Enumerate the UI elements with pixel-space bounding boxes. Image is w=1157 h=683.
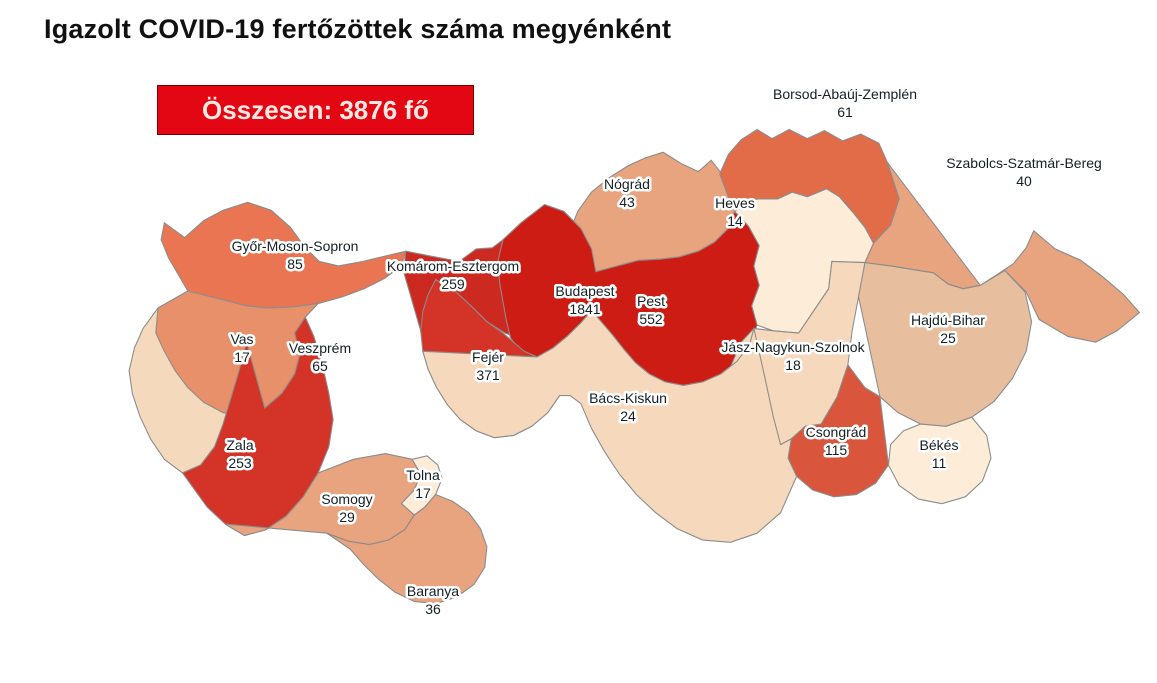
- svg-text:Szabolcs-Szatmár-Bereg40: Szabolcs-Szatmár-Bereg 40: [946, 155, 1102, 189]
- svg-text:Borsod-Abaúj-Zemplén61: Borsod-Abaúj-Zemplén 61: [773, 86, 917, 120]
